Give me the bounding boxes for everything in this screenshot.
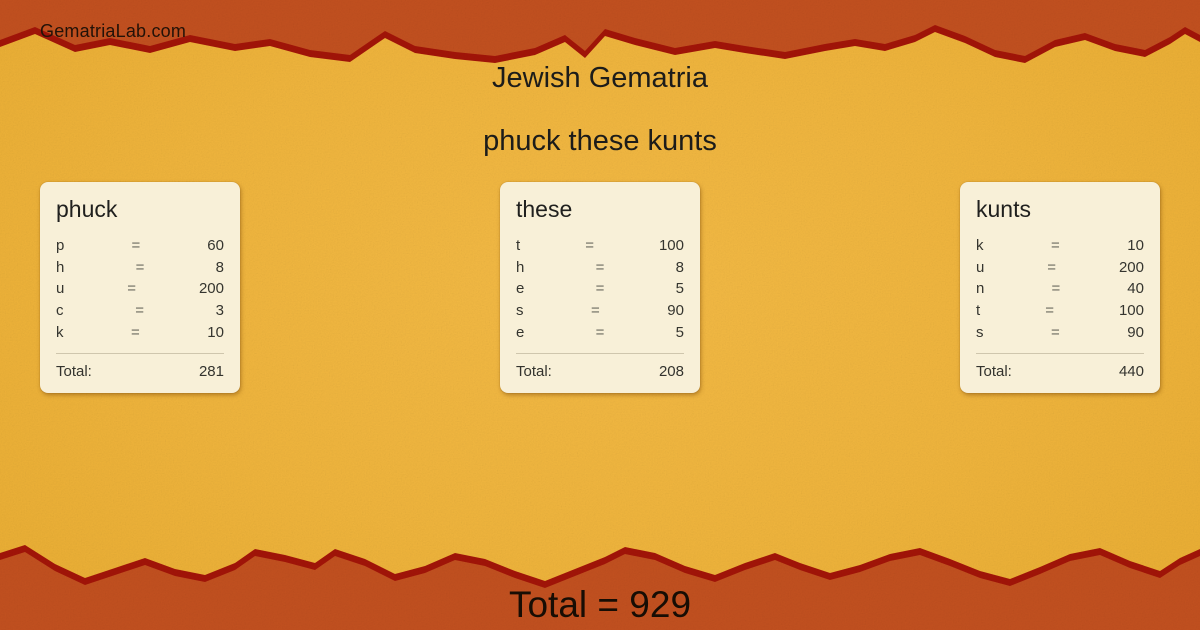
total-value: 440 [1118,362,1144,380]
letter: e [516,280,525,298]
equals-sign: = [1047,258,1057,276]
equals-sign: = [131,237,141,254]
letter: u [56,280,65,298]
equals-sign: = [1051,280,1061,298]
letter-value: 8 [675,258,684,276]
letter-value: 10 [1127,237,1144,254]
card-divider [516,352,684,354]
letter: p [56,237,65,254]
card-total-row: Total: 208 [516,363,684,380]
equals-sign: = [1045,302,1054,320]
letter: k [976,237,984,254]
card-divider [976,352,1144,354]
grand-total: Total = 929 [508,584,692,625]
letter-value: 90 [1127,323,1144,341]
cipher-title: Jewish Gematria [492,62,708,94]
letter: e [516,323,525,341]
letter-row: p = 60 [56,235,224,257]
letter-value: 100 [658,237,684,254]
letter-value: 200 [198,280,224,298]
letter: s [516,302,524,320]
equals-sign: = [595,323,605,341]
total-value: 281 [198,362,224,380]
card-total-row: Total: 440 [976,363,1144,380]
letter: n [976,280,985,298]
letter-value: 5 [675,323,684,341]
letter-value: 5 [675,280,684,298]
letter-value: 8 [215,258,224,276]
letter-value: 3 [215,302,224,320]
equals-sign: = [131,323,140,341]
letter-value: 60 [207,237,224,254]
letter: h [56,258,65,276]
total-label: Total: [516,362,552,380]
card-word: these [516,196,573,222]
card-word: phuck [56,196,118,222]
letter-row: s = 90 [976,322,1144,344]
letter-row: h = 8 [516,257,684,279]
letter-row: u = 200 [976,257,1144,279]
equals-sign: = [585,237,594,254]
total-label: Total: [976,362,1012,380]
equals-sign: = [135,302,144,320]
letter-value: 100 [1118,302,1144,320]
letter-value: 200 [1118,258,1144,276]
equals-sign: = [135,258,145,276]
letter: t [976,302,981,320]
word-cards: phuck p = 60 h = 8 u = 200 c = 3 [0,182,1200,393]
letter: k [56,323,64,341]
equals-sign: = [1051,323,1060,341]
equals-sign: = [595,280,605,298]
equals-sign: = [595,258,605,276]
word-card-phuck: phuck p = 60 h = 8 u = 200 c = 3 [40,182,240,393]
letter-row: t = 100 [516,235,684,257]
total-value: 208 [658,362,684,380]
card-word: kunts [976,196,1031,222]
total-label: Total: [56,362,92,380]
letter-value: 10 [207,323,224,341]
equals-sign: = [127,280,137,298]
letter: u [976,258,985,276]
letter-row: n = 40 [976,278,1144,300]
letter: h [516,258,525,276]
letter-row: k = 10 [976,235,1144,257]
word-card-kunts: kunts k = 10 u = 200 n = 40 t = 100 [960,182,1160,393]
word-card-these: these t = 100 h = 8 e = 5 s = 90 [500,182,700,393]
letter-value: 40 [1127,280,1144,298]
letter-row: u = 200 [56,278,224,300]
letter-row: k = 10 [56,322,224,344]
letter: s [976,323,984,341]
letter-row: t = 100 [976,300,1144,322]
site-brand: GematriaLab.com [40,21,187,41]
phrase-text: phuck these kunts [483,125,717,157]
card-divider [56,352,224,354]
letter: t [516,237,521,254]
letter-row: c = 3 [56,300,224,322]
letter-row: e = 5 [516,278,684,300]
letter-row: s = 90 [516,300,684,322]
equals-sign: = [591,302,600,320]
letter-row: h = 8 [56,257,224,279]
letter-value: 90 [667,302,684,320]
letter-row: e = 5 [516,322,684,344]
card-total-row: Total: 281 [56,363,224,380]
letter: c [56,302,64,320]
equals-sign: = [1051,237,1060,254]
